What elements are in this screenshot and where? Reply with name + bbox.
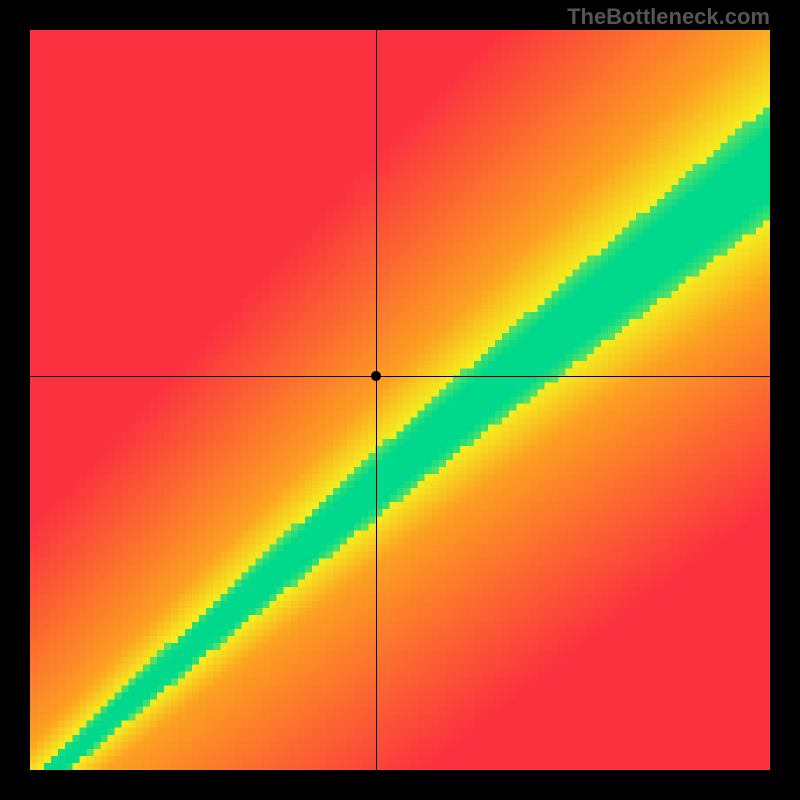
bottleneck-heatmap xyxy=(30,30,770,770)
watermark-text: TheBottleneck.com xyxy=(567,4,770,30)
crosshair-horizontal xyxy=(30,376,770,377)
crosshair-vertical xyxy=(376,30,377,770)
